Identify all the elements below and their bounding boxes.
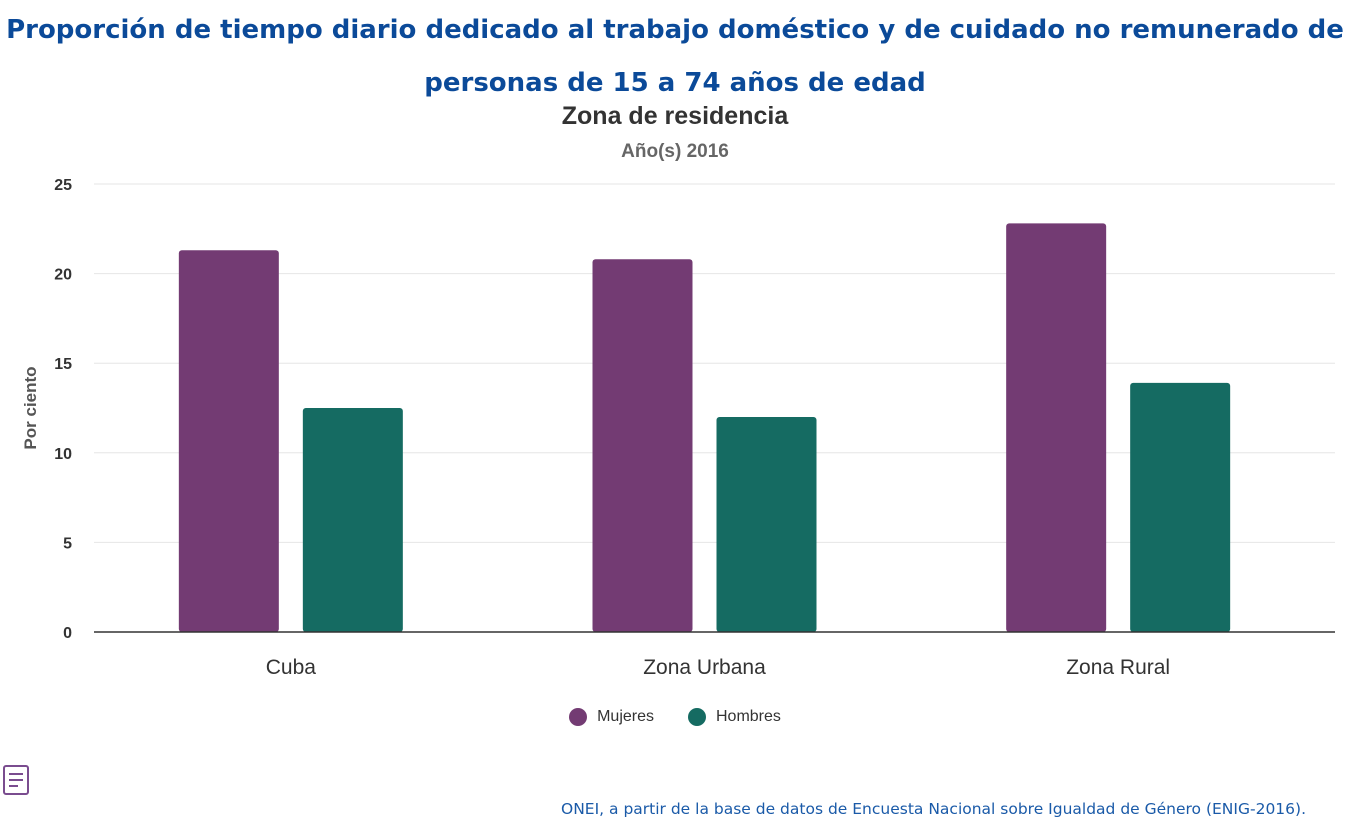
bar-hombres-1[interactable] xyxy=(716,416,817,632)
legend-label-mujeres: Mujeres xyxy=(597,708,654,725)
legend: Mujeres Hombres xyxy=(0,708,1350,726)
gridlines xyxy=(94,183,1335,543)
x-tick-label-0: Cuba xyxy=(266,656,317,679)
bars xyxy=(178,223,1231,632)
legend-item-mujeres[interactable]: Mujeres xyxy=(569,708,654,726)
y-tick-label-20: 20 xyxy=(54,267,72,284)
y-tick-label-15: 15 xyxy=(54,356,72,373)
menu-icon[interactable] xyxy=(3,765,29,795)
legend-label-hombres: Hombres xyxy=(716,708,781,725)
y-tick-label-5: 5 xyxy=(63,535,72,552)
bar-mujeres-2[interactable] xyxy=(1006,223,1107,632)
y-tick-label-0: 0 xyxy=(63,625,72,642)
legend-marker-mujeres xyxy=(569,708,588,726)
bar-hombres-0[interactable] xyxy=(302,408,403,632)
bar-chart: 0 5 10 15 20 25 Cuba Zona Urbana Zona Rural Por… xyxy=(21,177,1335,679)
bar-mujeres-1[interactable] xyxy=(592,259,693,632)
bar-mujeres-0[interactable] xyxy=(178,250,279,632)
chart-title: Zona de residencia xyxy=(561,102,789,130)
legend-item-hombres[interactable]: Hombres xyxy=(688,708,781,726)
legend-marker-hombres xyxy=(688,708,706,726)
y-tick-label-10: 10 xyxy=(54,446,72,463)
x-tick-labels: Cuba Zona Urbana Zona Rural xyxy=(266,656,1170,679)
source-note: ONEI, a partir de la base de datos de En… xyxy=(561,800,1306,818)
y-tick-label-25: 25 xyxy=(54,177,72,194)
y-axis-label: Por ciento xyxy=(21,366,40,449)
y-tick-labels: 0 5 10 15 20 25 xyxy=(54,177,72,642)
chart-subtitle: Año(s) 2016 xyxy=(621,141,729,162)
bar-hombres-2[interactable] xyxy=(1130,382,1231,632)
x-tick-label-1: Zona Urbana xyxy=(643,656,766,679)
x-tick-label-2: Zona Rural xyxy=(1066,656,1170,679)
page-title: Proporción de tiempo diario dedicado al … xyxy=(6,15,1344,98)
